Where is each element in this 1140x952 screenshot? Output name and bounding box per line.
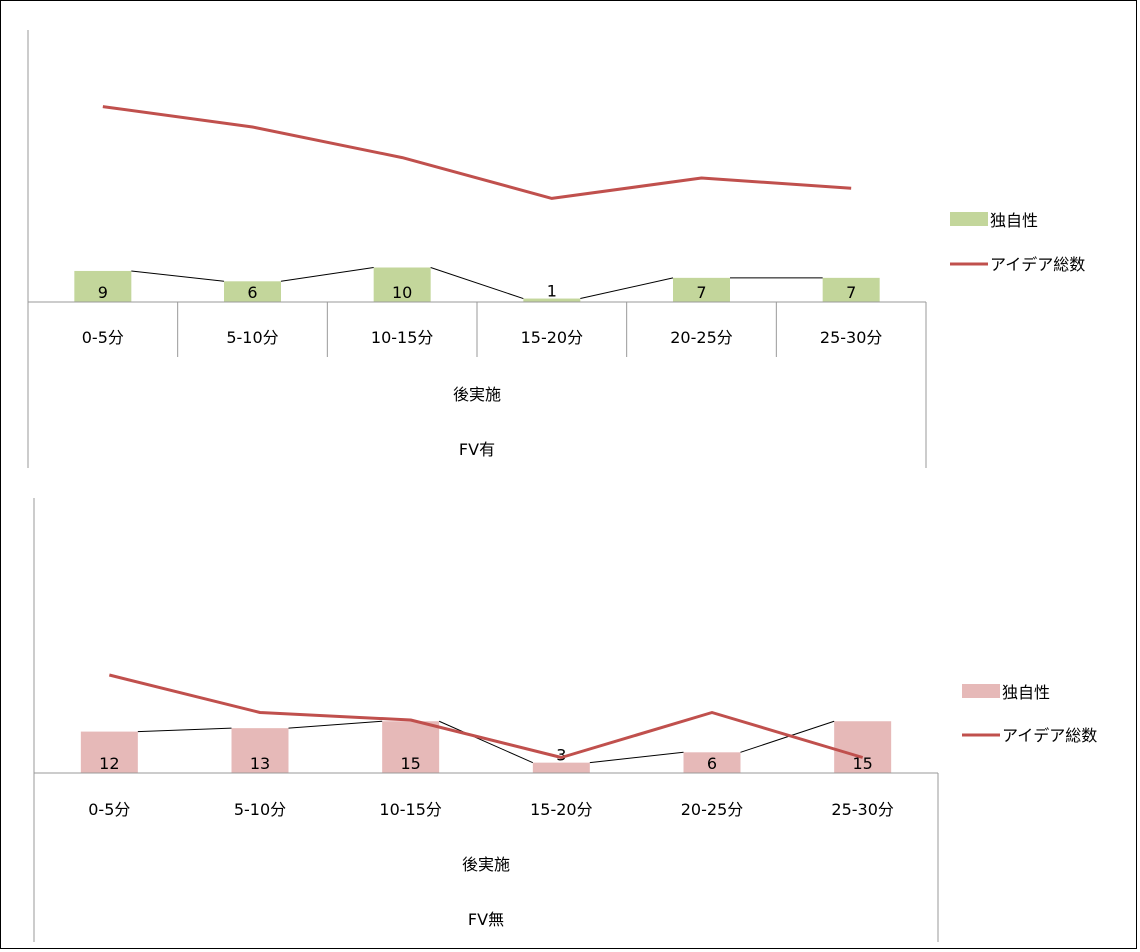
x-tick-label: 0-5分 — [82, 328, 124, 347]
bar-connector-line — [580, 277, 674, 300]
legend-swatch-bar — [950, 212, 988, 226]
bar — [382, 721, 440, 773]
bar-value-label: 7 — [696, 283, 706, 302]
x-tick-label: 10-15分 — [379, 800, 442, 819]
x-tick-label: 15-20分 — [530, 800, 593, 819]
x-tick-label: 20-25分 — [681, 800, 744, 819]
group-label: 後実施 — [462, 855, 510, 874]
bar — [224, 281, 281, 302]
legend-label: アイデア総数 — [1002, 726, 1097, 745]
series-line-idea-total — [108, 673, 864, 759]
bar-connector-line — [589, 751, 684, 764]
bar-value-label: 6 — [707, 754, 717, 773]
bar-value-label: 9 — [98, 283, 108, 302]
x-tick-label: 5-10分 — [234, 800, 286, 819]
bar-connector-line — [438, 720, 534, 764]
chart-fv-no: 12 13 15 3 6 15 0-5分 5-10分 10-15分 15-20分 20-25分 25-… — [33, 498, 1097, 942]
series-line-idea-total — [102, 105, 852, 200]
bar — [532, 762, 590, 773]
x-tick-label: 25-30分 — [820, 328, 883, 347]
bar-value-label: 10 — [392, 283, 412, 302]
group-label: FV無 — [468, 910, 504, 929]
bar-value-label: 12 — [99, 754, 119, 773]
x-tick-label: 10-15分 — [371, 328, 434, 347]
bar-value-label: 3 — [556, 746, 566, 765]
bar — [80, 731, 138, 773]
bar-connector-line — [740, 720, 835, 753]
bar — [523, 298, 581, 302]
bar-value-label: 15 — [852, 754, 872, 773]
x-tick-label: 20-25分 — [670, 328, 733, 347]
x-tick-label: 15-20分 — [521, 328, 584, 347]
bar-value-label: 7 — [846, 283, 856, 302]
bar — [834, 721, 892, 773]
bar-value-label: 1 — [547, 282, 557, 301]
bar — [822, 277, 880, 302]
x-tick-label: 25-30分 — [831, 800, 894, 819]
legend-label: 独自性 — [990, 211, 1038, 230]
bar-connector-line — [280, 267, 374, 282]
bar-value-label: 13 — [250, 754, 270, 773]
bar-connector-line — [137, 727, 232, 733]
bar — [74, 270, 132, 302]
bar-value-label: 15 — [400, 754, 420, 773]
legend-label: アイデア総数 — [990, 255, 1085, 274]
chart-fv-yes: 9 6 10 1 7 7 0-5分 5-10分 10-15分 15-20分 20-25分 25-30分… — [27, 30, 1085, 468]
x-tick-label: 5-10分 — [226, 328, 278, 347]
bar — [683, 752, 741, 773]
bar-connector-line — [430, 267, 524, 300]
bar-connector-line — [288, 720, 383, 729]
bar-value-label: 6 — [247, 283, 257, 302]
x-tick-label: 0-5分 — [88, 800, 130, 819]
group-label: 後実施 — [453, 385, 501, 404]
group-label: FV有 — [459, 440, 495, 459]
legend-swatch-bar — [962, 684, 1000, 698]
bar-connector-line — [131, 270, 225, 282]
bar — [231, 728, 289, 773]
legend-label: 独自性 — [1002, 683, 1050, 702]
bar — [673, 277, 730, 302]
bar — [373, 267, 431, 302]
